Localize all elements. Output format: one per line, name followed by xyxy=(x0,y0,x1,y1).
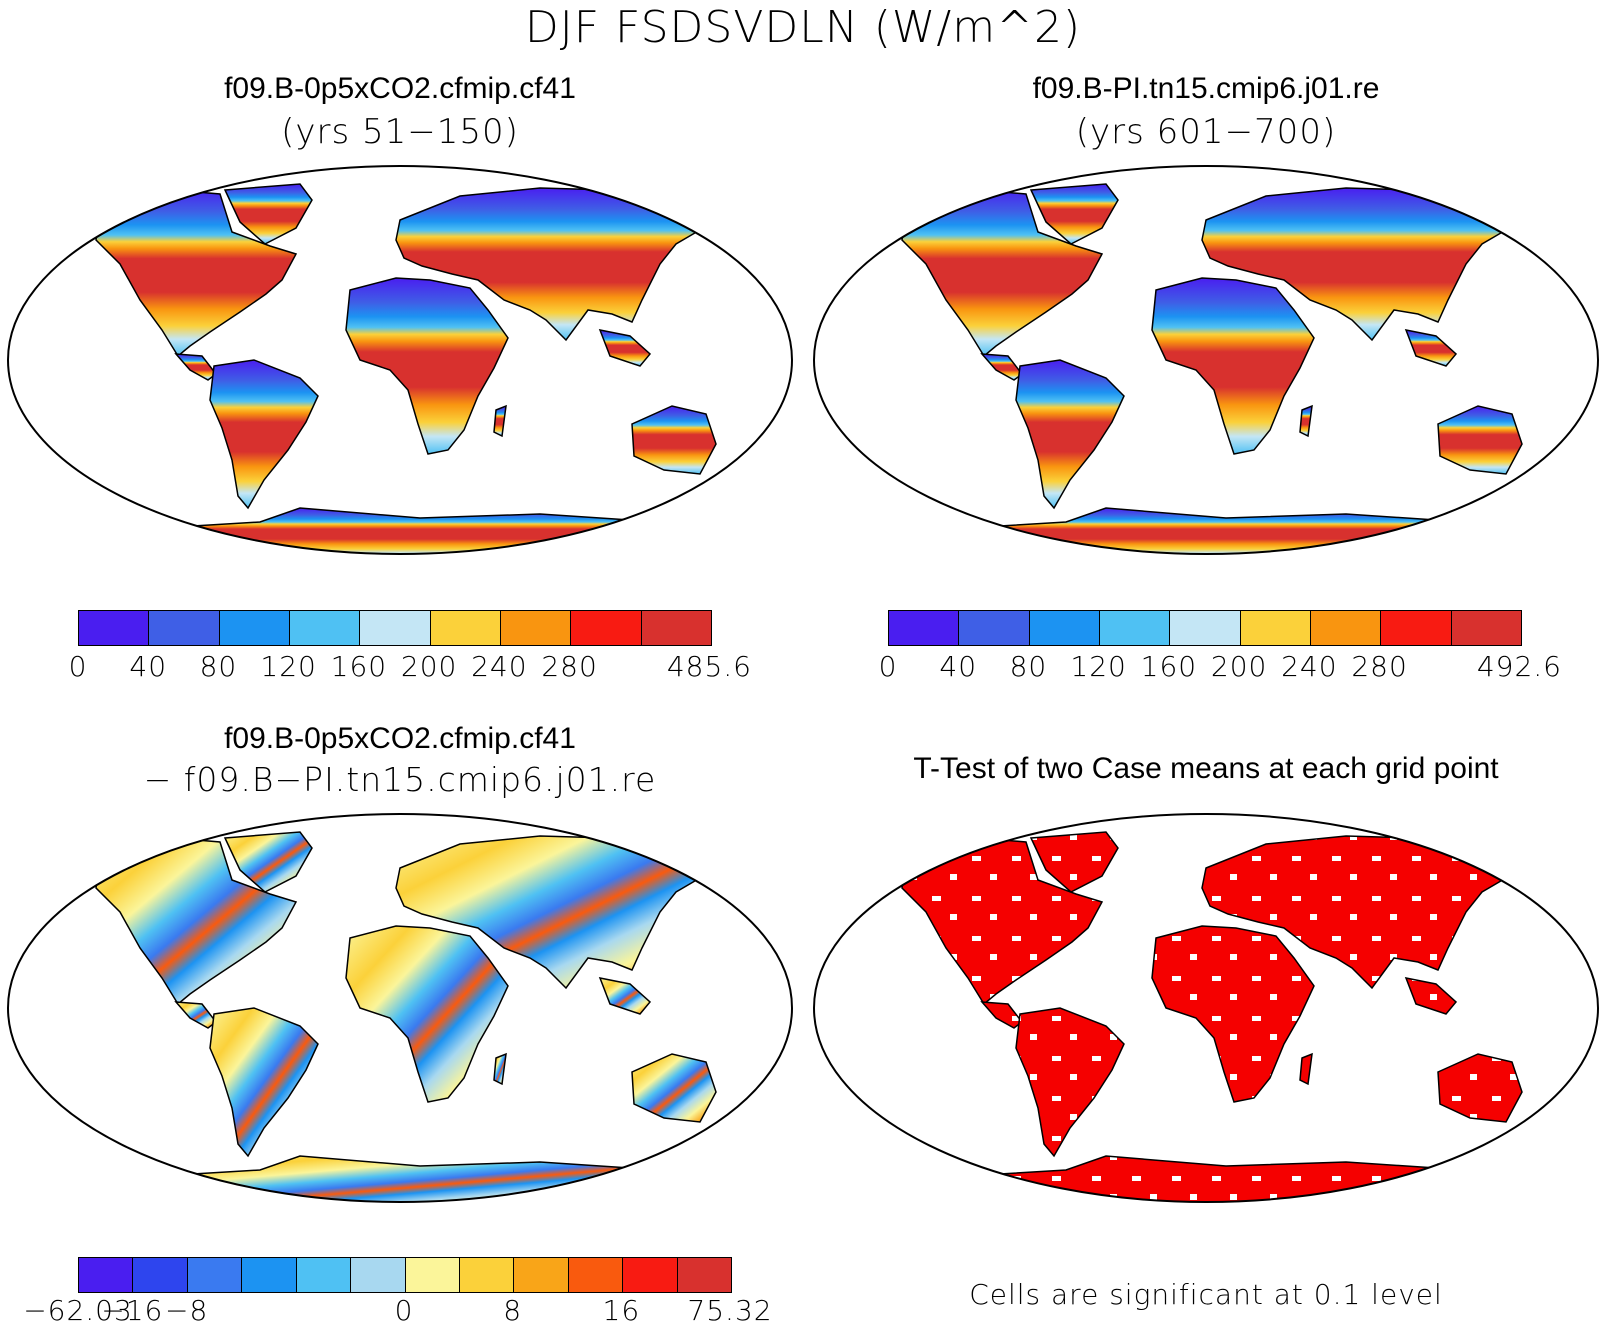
colorbar-tick-label: 200 xyxy=(400,650,458,683)
colorbar-box xyxy=(568,1258,624,1292)
colorbar-tick-label: 200 xyxy=(1210,650,1268,683)
colorbar-tick-label: 0 xyxy=(394,1294,414,1327)
colorbar-box xyxy=(677,1258,732,1292)
colorbar-box xyxy=(1310,611,1382,645)
colorbar-tick-label: 80 xyxy=(199,650,238,683)
colorbar-tick-label: 240 xyxy=(1281,650,1338,683)
colorbar-tick-label: 0 xyxy=(68,650,88,683)
colorbar-tick-label: −62.03 xyxy=(23,1294,133,1327)
colorbar-box xyxy=(187,1258,243,1292)
colorbar-box xyxy=(959,611,1030,645)
colorbar-box xyxy=(79,611,150,645)
colorbar-box xyxy=(149,611,220,645)
main-title: DJF FSDSVDLN (W/m^2) xyxy=(524,2,1082,53)
colorbar-box xyxy=(459,1258,515,1292)
colorbar-tick-label: 160 xyxy=(330,650,388,683)
colorbar-tick-label: 240 xyxy=(471,650,528,683)
colorbar-box xyxy=(289,611,361,645)
colorbar-box xyxy=(641,611,711,645)
colorbar-tick-label: 80 xyxy=(1009,650,1048,683)
colorbar-tick-label: 40 xyxy=(939,650,978,683)
colorbar-tick-label: 280 xyxy=(541,650,598,683)
colorbar-tick-label: 40 xyxy=(129,650,168,683)
colorbar-box xyxy=(500,611,572,645)
map-difference xyxy=(7,813,793,1203)
colorbar-tick-label: 16 xyxy=(602,1294,641,1327)
colorbar-tick-label: 0 xyxy=(878,650,898,683)
panel-subtitle-top-right: (yrs 601−700) xyxy=(1075,112,1337,152)
colorbar-top-left xyxy=(78,610,712,646)
colorbar-box xyxy=(1099,611,1171,645)
colorbar-tick-label: 8 xyxy=(503,1294,523,1327)
colorbar-bottom-left xyxy=(78,1257,732,1293)
colorbar-box xyxy=(623,1258,678,1292)
colorbar-box xyxy=(514,1258,569,1292)
colorbar-tick-label: 492.6 xyxy=(1476,650,1562,683)
colorbar-box xyxy=(133,1258,188,1292)
colorbar-box xyxy=(1381,611,1452,645)
panel-subtitle-top-left: (yrs 51−150) xyxy=(281,112,519,152)
map-frame xyxy=(7,165,793,555)
panel-title-bottom-right: T-Test of two Case means at each grid po… xyxy=(913,752,1499,785)
colorbar-box xyxy=(242,1258,297,1292)
map-frame xyxy=(7,813,793,1203)
colorbar-top-right xyxy=(888,610,1522,646)
colorbar-tick-label: −16 xyxy=(101,1294,164,1327)
significance-note: Cells are significant at 0.1 level xyxy=(969,1278,1443,1311)
panel-subtitle-bottom-left: − f09.B−PI.tn15.cmip6.j01.re xyxy=(143,760,657,799)
map-pi-abs xyxy=(813,165,1599,555)
colorbar-tick-label: 485.6 xyxy=(666,650,752,683)
colorbar-tick-label: 120 xyxy=(260,650,317,683)
panel-title-bottom-left: f09.B-0p5xCO2.cfmip.cf41 xyxy=(224,722,576,755)
map-frame xyxy=(813,813,1599,1203)
colorbar-box xyxy=(889,611,960,645)
map-control-abs xyxy=(7,165,793,555)
colorbar-tick-label: 120 xyxy=(1070,650,1127,683)
colorbar-tick-label: 280 xyxy=(1351,650,1408,683)
colorbar-box xyxy=(571,611,642,645)
colorbar-box xyxy=(296,1258,352,1292)
colorbar-labels-bottom-left: −62.03 −16 −8 0 8 16 75.32 xyxy=(23,1294,771,1328)
map-ttest xyxy=(813,813,1599,1203)
colorbar-box xyxy=(79,1258,134,1292)
colorbar-box xyxy=(219,611,290,645)
colorbar-box xyxy=(1451,611,1521,645)
panel-title-top-right: f09.B-PI.tn15.cmip6.j01.re xyxy=(1032,72,1380,105)
colorbar-tick-label: −8 xyxy=(165,1294,209,1327)
colorbar-box xyxy=(1170,611,1241,645)
colorbar-box xyxy=(430,611,501,645)
colorbar-box xyxy=(1240,611,1311,645)
colorbar-box xyxy=(360,611,431,645)
map-frame xyxy=(813,165,1599,555)
colorbar-box xyxy=(1029,611,1100,645)
colorbar-labels-top-right: 0 40 80 120 160 200 240 280 492.6 xyxy=(879,650,1561,690)
colorbar-tick-label: 160 xyxy=(1140,650,1198,683)
colorbar-labels-top-left: 0 40 80 120 160 200 240 280 485.6 xyxy=(69,650,751,690)
colorbar-box xyxy=(405,1258,460,1292)
colorbar-box xyxy=(351,1258,406,1292)
colorbar-tick-label: 75.32 xyxy=(687,1294,773,1327)
panel-title-top-left: f09.B-0p5xCO2.cfmip.cf41 xyxy=(224,72,576,105)
